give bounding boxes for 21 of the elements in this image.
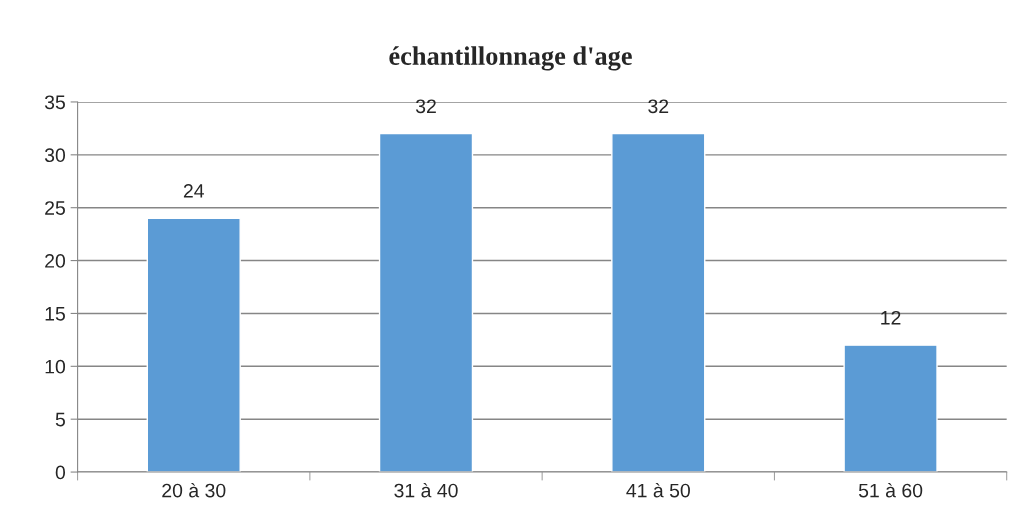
bar	[378, 132, 474, 473]
y-tick-label: 30	[44, 148, 66, 163]
x-tick-label: 51 à 60	[858, 482, 923, 498]
x-tick-label: 31 à 40	[394, 482, 458, 498]
data-label: 32	[648, 99, 669, 114]
data-label: 12	[881, 310, 901, 325]
bar	[843, 344, 938, 473]
y-tick-label: 25	[45, 201, 65, 215]
data-label: 32	[415, 99, 436, 114]
y-tick-label: 10	[45, 359, 66, 374]
bar	[146, 217, 241, 473]
y-tick-label: 15	[45, 307, 65, 321]
y-tick-label: 0	[55, 465, 66, 480]
data-label: 24	[183, 183, 204, 198]
y-tick-label: 20	[45, 254, 66, 268]
chart-title: échantillonnage d'age	[389, 46, 632, 71]
y-tick-label: 5	[55, 412, 65, 427]
x-tick-label: 20 à 30	[162, 482, 226, 498]
y-tick-label: 35	[44, 95, 65, 110]
x-tick-label: 41 à 50	[626, 482, 690, 498]
bar	[611, 132, 706, 473]
